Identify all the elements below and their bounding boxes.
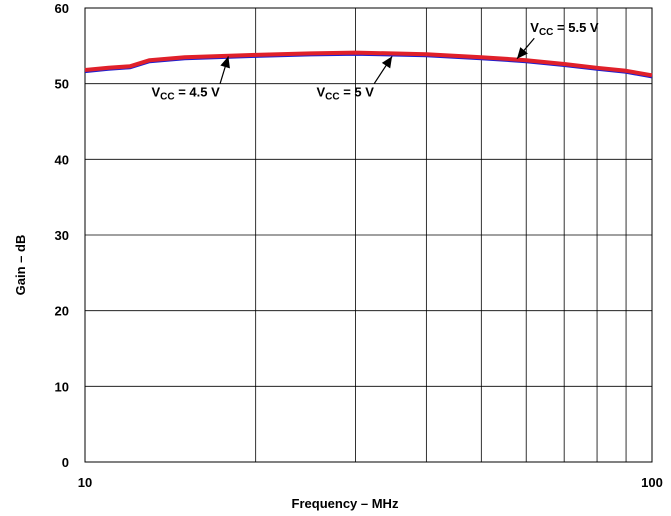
y-tick-label: 20 — [55, 304, 69, 319]
x-axis-label: Frequency – MHz — [292, 496, 399, 511]
vcc-label-3: VCC = 5.5 V — [530, 20, 599, 38]
y-tick-label: 40 — [55, 152, 69, 167]
tick-labels: 0 10 20 30 40 50 60 10 100 — [55, 1, 663, 490]
vcc-arrowhead-1 — [220, 56, 230, 69]
y-tick-label: 10 — [55, 379, 69, 394]
vcc-label-1: VCC = 4.5 V — [151, 85, 220, 103]
y-tick-label: 60 — [55, 1, 69, 16]
x-tick-label: 10 — [78, 475, 92, 490]
y-tick-label: 50 — [55, 77, 69, 92]
grid — [85, 7, 652, 463]
vcc-arrowhead-3 — [517, 47, 528, 59]
y-axis-label: Gain – dB — [13, 235, 28, 296]
series-line-2 — [84, 50, 653, 78]
plot-frame — [84, 7, 653, 463]
vcc-arrowhead-2 — [381, 56, 393, 69]
y-tick-label: 0 — [62, 455, 69, 470]
annotations: VCC = 4.5 V VCC = 5 V VCC = 5.5 V — [151, 20, 598, 102]
x-tick-label: 100 — [641, 475, 663, 490]
y-tick-label: 30 — [55, 228, 69, 243]
data-series — [84, 50, 653, 79]
vcc-label-2: VCC = 5 V — [316, 85, 374, 103]
